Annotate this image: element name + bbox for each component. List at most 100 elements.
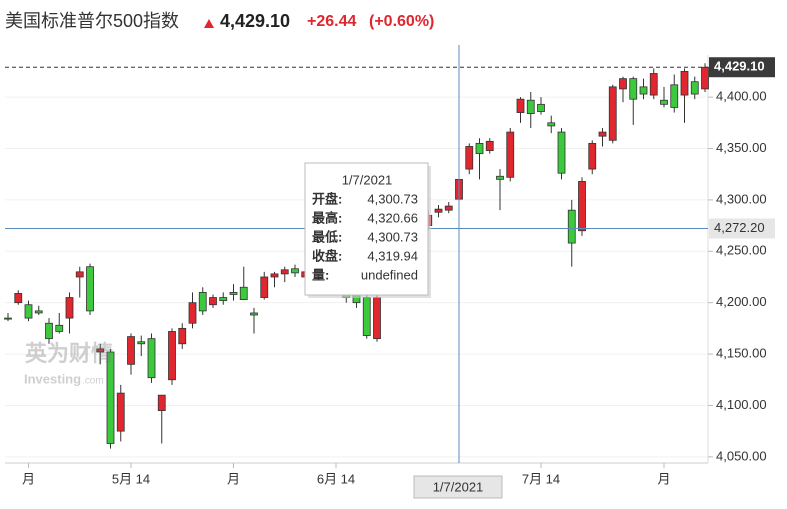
tooltip-row-value: 4,300.73 — [367, 191, 418, 206]
candle-body — [485, 140, 494, 151]
crosshair-y-label: 4,272.20 — [714, 220, 765, 235]
x-tick-label: 5月 14 — [112, 471, 150, 486]
candle-body — [547, 122, 556, 127]
candle-body — [649, 73, 658, 96]
candle-body — [75, 271, 84, 278]
candle-body — [168, 331, 176, 381]
candle-body — [475, 142, 484, 155]
y-tick-label: 4,400.00 — [716, 89, 767, 104]
tooltip-row-value: 4,300.73 — [367, 229, 418, 244]
crosshair-x-box — [413, 475, 503, 499]
candle-body — [608, 86, 617, 141]
candle-body — [526, 99, 535, 114]
candle-body — [137, 341, 146, 345]
candle-body — [14, 293, 23, 304]
candle-body — [209, 297, 217, 306]
watermark-site: Investing — [24, 371, 81, 386]
watermark-brand: 英为财情 — [25, 341, 113, 366]
candle-body — [619, 78, 627, 90]
tooltip-date: 1/7/2021 — [342, 172, 393, 187]
last-price-label: 4,429.10 — [714, 59, 765, 74]
candle-body — [188, 302, 197, 324]
tooltip-row-label: 开盘: — [312, 191, 342, 206]
candle-body — [588, 142, 597, 170]
candle-body — [45, 322, 53, 340]
candle-body — [680, 71, 689, 96]
candle-body — [260, 276, 269, 298]
x-tick-label: 月 — [657, 471, 670, 486]
candle-body — [24, 304, 33, 319]
candle-body — [373, 297, 381, 340]
watermark: 英为财情 Investing .com — [24, 341, 113, 387]
candle-body — [670, 84, 679, 108]
crosshair-x-label: 1/7/2021 — [433, 479, 484, 494]
change: +26.44 — [307, 13, 356, 30]
candle-body — [690, 81, 699, 95]
candle-body — [578, 181, 586, 232]
candle-body — [219, 297, 228, 302]
tooltip-box — [304, 162, 429, 296]
y-tick-label: 4,100.00 — [716, 397, 767, 412]
candle-body — [639, 86, 648, 95]
candle-body — [55, 324, 64, 332]
candle-body — [270, 273, 279, 278]
tooltip-row-label: 最低: — [312, 229, 342, 244]
y-tick-label: 4,150.00 — [716, 346, 767, 361]
last-price-box — [709, 57, 775, 78]
instrument-title: 美国标准普尔500指数 — [5, 11, 179, 31]
y-tick-label: 4,300.00 — [716, 191, 767, 206]
x-tick-label: 7月 14 — [522, 471, 560, 486]
crosshair-y-box — [709, 218, 775, 239]
price: 4,429.10 — [220, 11, 290, 31]
candle-body — [362, 297, 371, 336]
candle-body — [229, 292, 238, 295]
candle-body — [198, 292, 207, 312]
candle-body — [444, 205, 453, 211]
tooltip-row-label: 收盘: — [312, 248, 342, 263]
candle-body — [434, 208, 443, 213]
candle-body — [34, 310, 43, 314]
candle-body — [250, 312, 258, 316]
tooltip-row-value: 4,320.66 — [367, 210, 418, 225]
tooltip-row-label: 最高: — [312, 210, 342, 225]
y-tick-label: 4,250.00 — [716, 243, 767, 258]
watermark-domain: .com — [82, 376, 104, 387]
y-tick-label: 4,200.00 — [716, 294, 767, 309]
candle-body — [65, 297, 74, 319]
x-tick-label: 月 — [22, 471, 35, 486]
up-arrow — [204, 19, 214, 28]
tooltip-row-value: undefined — [361, 267, 418, 282]
tooltip-row-label: 量: — [312, 267, 329, 282]
candle-body — [557, 131, 566, 174]
candle-body — [178, 327, 187, 345]
candle-body — [516, 98, 525, 113]
x-tick-label: 月 — [227, 471, 240, 486]
candle-body — [280, 269, 289, 275]
candle-body — [4, 317, 12, 320]
candle-body — [157, 394, 166, 411]
y-tick-label: 4,350.00 — [716, 140, 767, 155]
x-tick-label: 6月 14 — [317, 471, 355, 486]
candle-body — [496, 175, 504, 180]
candle-body — [106, 351, 115, 444]
change-pct: (+0.60%) — [369, 13, 434, 30]
candle-body — [239, 286, 248, 300]
candle-body — [660, 99, 668, 105]
tooltip-row-value: 4,319.94 — [367, 248, 418, 263]
y-tick-label: 4,050.00 — [716, 448, 767, 463]
candle-body — [506, 131, 515, 178]
candle-body — [147, 338, 156, 379]
candle-body — [96, 348, 105, 353]
candle-body — [567, 209, 576, 244]
candle-body — [127, 336, 135, 365]
candle-body — [598, 131, 607, 137]
candle-body — [291, 268, 299, 274]
candle-body — [629, 78, 638, 100]
candle-body — [465, 146, 474, 170]
candle-body — [86, 266, 94, 312]
candle-body — [116, 392, 125, 432]
candle-body — [537, 103, 545, 112]
